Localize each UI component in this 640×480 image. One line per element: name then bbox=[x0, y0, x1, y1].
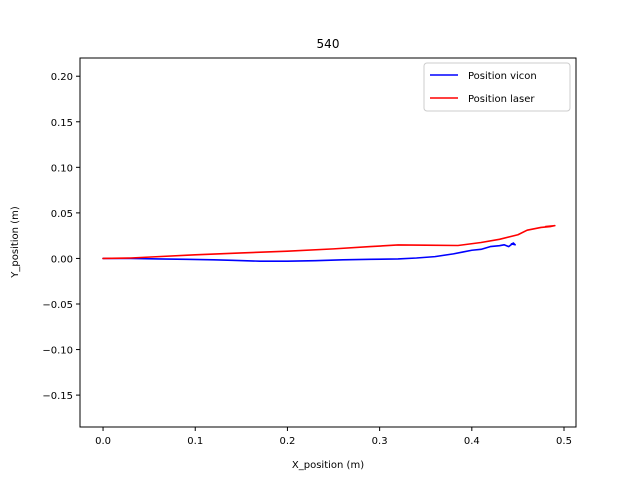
x-tick-label: 0.0 bbox=[95, 436, 111, 447]
x-axis-label: X_position (m) bbox=[292, 460, 364, 471]
y-axis-ticks: −0.15 −0.10 −0.05 0.00 0.05 0.10 0.15 0.20 bbox=[42, 72, 80, 402]
y-tick-label: 0.15 bbox=[51, 118, 73, 129]
plot-frame bbox=[79, 57, 577, 428]
legend: Position vicon Position laser bbox=[423, 62, 571, 112]
series-line-position-laser bbox=[102, 224, 556, 260]
legend-label-vicon: Position vicon bbox=[468, 71, 537, 82]
x-tick-label: 0.5 bbox=[556, 436, 572, 447]
y-tick-label: −0.15 bbox=[42, 391, 73, 402]
y-tick-label: −0.10 bbox=[42, 346, 73, 357]
y-tick-label: 0.05 bbox=[51, 209, 73, 220]
y-tick-label: −0.05 bbox=[42, 300, 73, 311]
y-tick-label: 0.00 bbox=[51, 254, 73, 265]
x-tick-label: 0.4 bbox=[464, 436, 480, 447]
x-tick-label: 0.1 bbox=[187, 436, 203, 447]
y-tick-label: 0.10 bbox=[51, 163, 73, 174]
legend-label-laser: Position laser bbox=[468, 94, 535, 105]
y-tick-label: 0.20 bbox=[51, 72, 73, 83]
series-layer bbox=[102, 224, 556, 262]
x-tick-label: 0.2 bbox=[279, 436, 295, 447]
series-line-position-vicon bbox=[102, 242, 516, 262]
y-axis-label: Y_position (m) bbox=[10, 206, 21, 279]
x-axis-ticks: 0.0 0.1 0.2 0.3 0.4 0.5 bbox=[95, 427, 572, 447]
legend-box bbox=[423, 62, 571, 112]
chart-title: 540 bbox=[317, 37, 340, 51]
x-tick-label: 0.3 bbox=[372, 436, 388, 447]
